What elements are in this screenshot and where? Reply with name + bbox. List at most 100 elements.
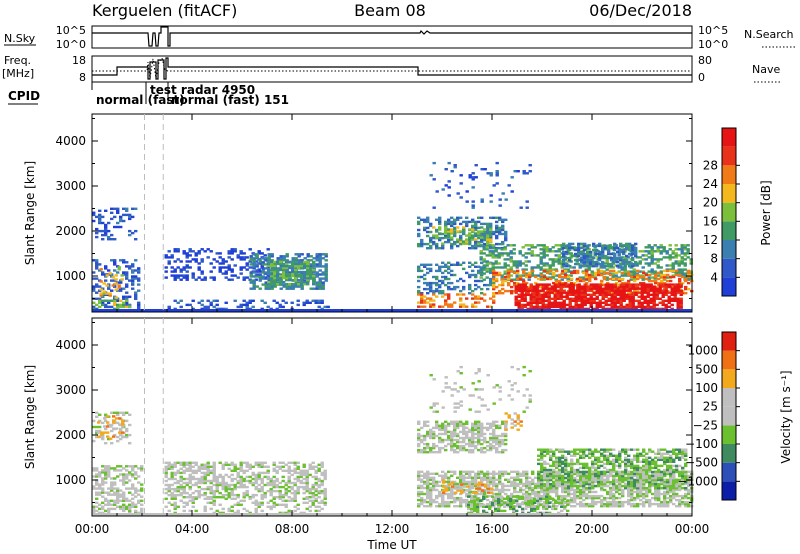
heatmap-cell-6	[312, 257, 316, 260]
heatmap-cell-6	[501, 472, 505, 475]
heatmap-cell-3	[287, 461, 291, 464]
heatmap-cell-16	[456, 192, 460, 195]
heatmap-cell-2	[112, 415, 116, 418]
heatmap-cell-13	[639, 275, 643, 279]
heatmap-cell-2	[113, 225, 117, 229]
heatmap-cell-6	[432, 482, 436, 486]
heatmap-cell-3	[296, 465, 300, 468]
heatmap-cell-12	[568, 265, 572, 268]
heatmap-cell-9	[447, 228, 451, 231]
heatmap-cell-5	[200, 303, 204, 307]
heatmap-cell-6	[441, 498, 445, 502]
heatmap-cell-14	[529, 289, 533, 292]
heatmap-cell-11	[674, 272, 678, 275]
heatmap-cell-5	[245, 303, 249, 307]
heatmap-cell-3	[245, 489, 249, 493]
heatmap-cell-9	[471, 236, 475, 239]
heatmap-cell-4	[257, 505, 261, 508]
heatmap-cell-6	[519, 474, 523, 477]
heatmap-cell-14	[649, 301, 653, 304]
heatmap-cell-13	[573, 269, 577, 273]
heatmap-cell-12	[631, 262, 635, 266]
heatmap-cell-0	[134, 503, 138, 506]
heatmap-cell-6	[249, 279, 253, 282]
heatmap-cell-6	[456, 498, 460, 502]
heatmap-cell-11	[647, 270, 651, 273]
heatmap-cell-6	[492, 505, 496, 508]
nsky-tick-top: 10^5	[56, 24, 86, 37]
heatmap-cell-9	[486, 236, 490, 239]
heatmap-cell-15	[423, 299, 427, 302]
heatmap-cell-0	[92, 475, 96, 478]
heatmap-cell-5	[483, 426, 487, 430]
heatmap-cell-4	[200, 272, 204, 275]
heatmap-cell-6	[468, 470, 472, 473]
heatmap-cell-6	[423, 476, 427, 479]
heatmap-cell-5	[501, 420, 505, 423]
heatmap-cell-3	[167, 477, 171, 481]
heatmap-cell-3	[212, 483, 216, 487]
heatmap-cell-16	[459, 182, 463, 185]
heatmap-cell-15	[447, 297, 451, 300]
heatmap-cell-14	[541, 287, 545, 290]
heatmap-cell-16	[447, 161, 451, 165]
heatmap-cell-3	[323, 489, 327, 493]
heatmap-cell-3	[173, 465, 177, 468]
heatmap-cell-5	[284, 301, 288, 304]
heatmap-cell-3	[167, 487, 171, 491]
heatmap-cell-3	[170, 465, 174, 468]
heatmap-cell-3	[278, 496, 282, 499]
heatmap-cell-14	[583, 287, 587, 290]
heatmap-cell-3	[311, 485, 315, 489]
heatmap-cell-14	[637, 301, 641, 304]
nsearch-tick-bottom: 10^0	[698, 38, 728, 51]
heatmap-cell-14	[652, 285, 656, 288]
heatmap-cell-14	[625, 303, 629, 307]
heatmap-cell-6	[492, 492, 496, 496]
heatmap-cell-1	[125, 411, 129, 414]
heatmap-cell-8	[501, 232, 505, 236]
heatmap-cell-3	[248, 479, 252, 483]
heatmap-cell-4	[212, 501, 216, 504]
heatmap-cell-6	[471, 480, 475, 484]
heatmap-cell-7	[288, 283, 292, 286]
heatmap-cell-0	[137, 283, 141, 286]
heatmap-cell-12	[562, 244, 566, 248]
heatmap-cell-9	[483, 228, 487, 231]
heatmap-cell-11	[515, 262, 519, 265]
heatmap-cell-6	[429, 505, 433, 508]
heatmap-cell-6	[459, 502, 463, 506]
heatmap-cell-10	[435, 263, 439, 266]
heatmap-cell-3	[167, 467, 171, 470]
heatmap-cell-5	[245, 305, 249, 309]
heatmap-cell-0	[101, 491, 105, 494]
heatmap-cell-5	[471, 444, 475, 448]
heatmap-cell-4	[185, 501, 189, 504]
heatmap-cell-10	[459, 277, 463, 281]
heatmap-cell-5	[248, 301, 252, 304]
heatmap-cell-6	[447, 494, 451, 498]
heatmap-cell-11	[632, 272, 636, 275]
heatmap-cell-3	[284, 481, 288, 485]
heatmap-cell-14	[664, 307, 668, 311]
heatmap-cell-14	[652, 305, 656, 309]
heatmap-cell-3	[260, 496, 264, 499]
heatmap-cell-14	[553, 299, 557, 302]
heatmap-cell-11	[566, 270, 570, 273]
heatmap-cell-7	[303, 274, 307, 278]
heatmap-cell-11	[491, 266, 495, 269]
heatmap-cell-3	[209, 489, 213, 493]
heatmap-cell-14	[565, 293, 569, 296]
heatmap-cell-5	[290, 301, 294, 304]
heatmap-cell-6	[519, 488, 523, 492]
heatmap-cell-0	[107, 301, 111, 304]
heatmap-cell-5	[459, 448, 463, 452]
heatmap-cell-3	[215, 479, 219, 483]
heatmap-cell-0	[98, 485, 102, 488]
heatmap-cell-11	[677, 260, 681, 263]
heatmap-cell-0	[95, 283, 99, 286]
heatmap-cell-14	[661, 301, 665, 304]
heatmap-cell-3	[251, 481, 255, 485]
heatmap-cell-10	[492, 275, 496, 279]
heatmap-cell-13	[654, 279, 658, 283]
